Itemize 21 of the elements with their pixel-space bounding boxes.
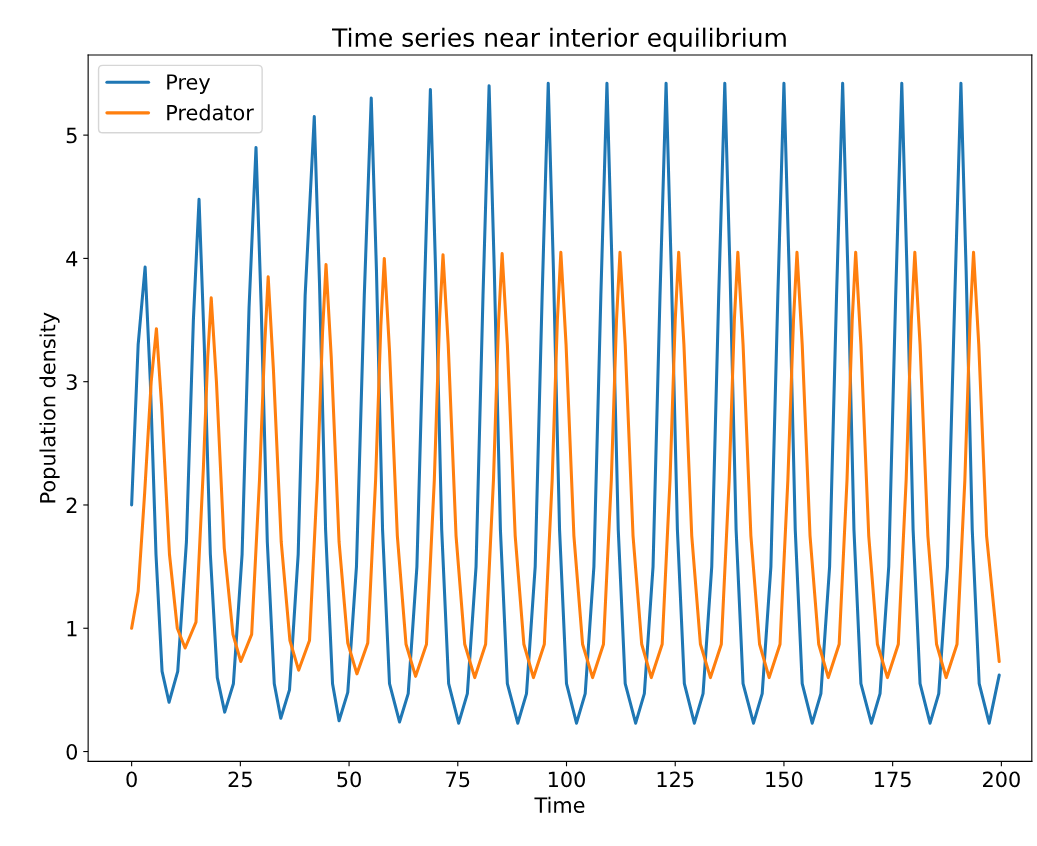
line-series	[130, 250, 1001, 680]
y-tick-label: 2	[66, 497, 77, 513]
y-axis-title: Population density	[39, 312, 60, 503]
x-tick-label: 75	[446, 771, 470, 788]
y-tick-label: 4	[66, 251, 78, 267]
legend-label: Predator	[167, 104, 254, 121]
y-tick-label: 1	[67, 620, 77, 637]
x-tick-label: 200	[983, 771, 1020, 788]
y-tick-label: 0	[66, 743, 78, 760]
x-tick-label: 175	[875, 771, 911, 788]
x-axis-title: Time	[534, 796, 585, 813]
x-tick-label: 150	[766, 771, 803, 788]
chart-title: Time series near interior equilibrium	[332, 27, 786, 52]
x-tick-label: 0	[126, 771, 137, 788]
x-tick-label: 100	[548, 771, 585, 788]
x-tick-label: 25	[228, 771, 252, 788]
x-tick-label: 125	[657, 771, 694, 788]
y-tick-label: 3	[66, 374, 77, 390]
x-tick-label: 50	[337, 771, 361, 788]
legend-label: Prey	[167, 74, 211, 94]
y-tick-label: 5	[66, 127, 77, 144]
